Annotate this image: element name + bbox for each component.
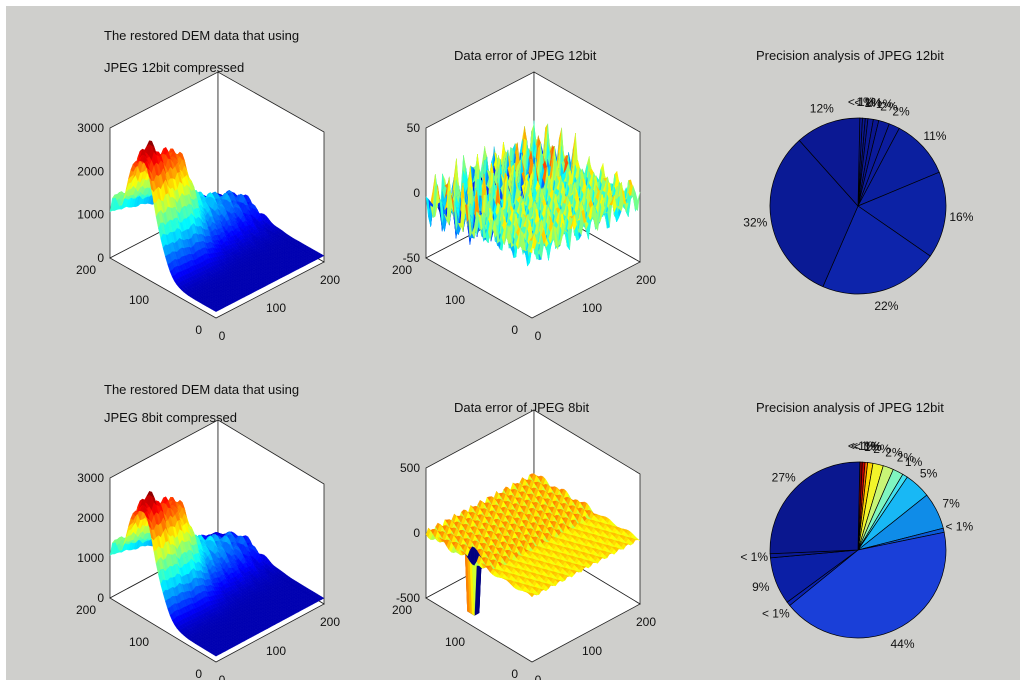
pie-label-5-1: < 1% bbox=[851, 439, 879, 453]
axes-3d-4-z-tick: 500 bbox=[400, 461, 420, 475]
pie-label-2-7: 11% bbox=[923, 129, 946, 143]
axes-3d-3-y-tick: 200 bbox=[76, 603, 96, 617]
figure-window: The restored DEM data that using JPEG 12… bbox=[6, 6, 1020, 680]
axes-3d-4-y-tick: 200 bbox=[392, 603, 412, 617]
axes-3d-3-x-tick: 200 bbox=[320, 615, 340, 629]
pie-label-2-2: < 1% bbox=[854, 96, 882, 110]
axes-3d-4-x-tick: 200 bbox=[636, 615, 656, 629]
surface-4 bbox=[425, 473, 641, 616]
axes-3d-3-x-tick: 100 bbox=[266, 644, 286, 658]
panel4-title-line1: The restored DEM data that using bbox=[104, 382, 300, 397]
pie-chart-5: < 1%< 1%< 1%1%2%2%2%1%5%7%< 1%44%< 1%9%<… bbox=[740, 439, 973, 651]
axes-3d-3-x-tick: 0 bbox=[219, 673, 226, 680]
panel2-title: Data error of JPEG 12bit bbox=[454, 48, 597, 63]
axes-3d-1-z-tick: -50 bbox=[403, 251, 421, 265]
panel6-title: Precision analysis of JPEG 12bit bbox=[756, 400, 944, 415]
pie-label-2-4: < 1% bbox=[866, 97, 894, 111]
pie-label-5-7: 1% bbox=[905, 455, 923, 469]
axes-3d-0-z-tick: 3000 bbox=[77, 121, 104, 135]
pie-label-5-11: 44% bbox=[890, 637, 914, 651]
pie-chart-2: < 1%1%< 1%1%< 1%2%2%11%16%22%32%12% bbox=[743, 95, 973, 313]
pie-label-5-12: < 1% bbox=[762, 607, 790, 621]
pie-label-2-9: 22% bbox=[874, 299, 898, 313]
axes-3d-4-z-tick: -500 bbox=[396, 591, 420, 605]
pie-label-5-0: < 1% bbox=[848, 439, 876, 453]
surface-1 bbox=[425, 120, 641, 267]
pie-label-5-6: 2% bbox=[897, 450, 915, 464]
axes-3d-4-x-tick: 100 bbox=[582, 644, 602, 658]
pie-label-2-5: 2% bbox=[880, 100, 898, 114]
panel4-title-line2: JPEG 8bit compressed bbox=[104, 410, 237, 425]
pie-slice-2-9 bbox=[822, 205, 931, 295]
axes-3d-1-x-tick: 100 bbox=[582, 301, 602, 315]
pie-label-2-8: 16% bbox=[949, 210, 973, 224]
pie-label-2-6: 2% bbox=[892, 104, 910, 118]
axes-3d-0-x-tick: 200 bbox=[320, 273, 340, 287]
axes-3d-0-y-tick: 0 bbox=[195, 323, 202, 337]
panel3-title: Precision analysis of JPEG 12bit bbox=[756, 48, 944, 63]
axes-3d-3-z-tick: 3000 bbox=[77, 471, 104, 485]
axes-3d-1-y-tick: 0 bbox=[511, 323, 518, 337]
axes-3d-4-x-tick: 0 bbox=[535, 673, 542, 680]
pie-slice-5-15 bbox=[769, 461, 861, 555]
axes-3d-1-z-tick: 0 bbox=[413, 186, 420, 200]
axes-3d-0-x-tick: 0 bbox=[219, 329, 226, 343]
panel1-title-line2: JPEG 12bit compressed bbox=[104, 60, 245, 75]
pie-label-5-9: 7% bbox=[942, 497, 960, 511]
axes-3d-0-x-tick: 100 bbox=[266, 301, 286, 315]
pie-label-5-15: 27% bbox=[772, 470, 796, 484]
pie-label-2-0: < 1% bbox=[848, 95, 876, 109]
pie-label-2-1: 1% bbox=[856, 95, 874, 109]
axes-3d-4-z-tick: 0 bbox=[413, 526, 420, 540]
axes-3d-4-y-tick: 100 bbox=[445, 635, 465, 649]
surface-0 bbox=[109, 140, 325, 312]
axes-3d-3-z-tick: 2000 bbox=[77, 511, 104, 525]
pie-label-5-3: 1% bbox=[864, 440, 882, 454]
axes-3d-3-y-tick: 100 bbox=[129, 635, 149, 649]
axes-3d-1-x-tick: 0 bbox=[535, 329, 542, 343]
axes-3d-1-z-tick: 50 bbox=[407, 121, 421, 135]
axes-3d-0-z-tick: 0 bbox=[97, 251, 104, 265]
surface-3 bbox=[109, 490, 325, 657]
pie-slice-2-11 bbox=[798, 117, 861, 207]
axes-3d-4-y-tick: 0 bbox=[511, 667, 518, 680]
axes-3d-1-x-tick: 200 bbox=[636, 273, 656, 287]
pie-label-2-11: 12% bbox=[810, 102, 834, 116]
pie-label-5-14: < 1% bbox=[740, 550, 768, 564]
pie-label-5-13: 9% bbox=[752, 580, 770, 594]
pie-slice-5-11 bbox=[789, 531, 947, 639]
axes-3d-1-y-tick: 200 bbox=[392, 263, 412, 277]
pie-label-5-4: 2% bbox=[873, 442, 891, 456]
pie-label-5-8: 5% bbox=[920, 467, 938, 481]
pie-label-5-2: < 1% bbox=[854, 440, 882, 454]
axes-3d-3-z-tick: 0 bbox=[97, 591, 104, 605]
panel1-title-line1: The restored DEM data that using bbox=[104, 28, 300, 43]
axes-3d-1-y-tick: 100 bbox=[445, 293, 465, 307]
pie-slice-2-10 bbox=[769, 139, 859, 288]
pie-label-5-5: 2% bbox=[885, 445, 903, 459]
panel5-title: Data error of JPEG 8bit bbox=[454, 400, 590, 415]
pie-slice-2-8 bbox=[857, 171, 947, 257]
axes-3d-0-z-tick: 2000 bbox=[77, 164, 104, 178]
pie-label-2-3: 1% bbox=[864, 96, 882, 110]
axes-3d-0-y-tick: 100 bbox=[129, 293, 149, 307]
pie-label-2-10: 32% bbox=[743, 216, 767, 230]
axes-3d-0-z-tick: 1000 bbox=[77, 208, 104, 222]
axes-3d-3-y-tick: 0 bbox=[195, 667, 202, 680]
axes-3d-0-y-tick: 200 bbox=[76, 263, 96, 277]
axes-3d-3-z-tick: 1000 bbox=[77, 551, 104, 565]
pie-label-5-10: < 1% bbox=[945, 520, 973, 534]
